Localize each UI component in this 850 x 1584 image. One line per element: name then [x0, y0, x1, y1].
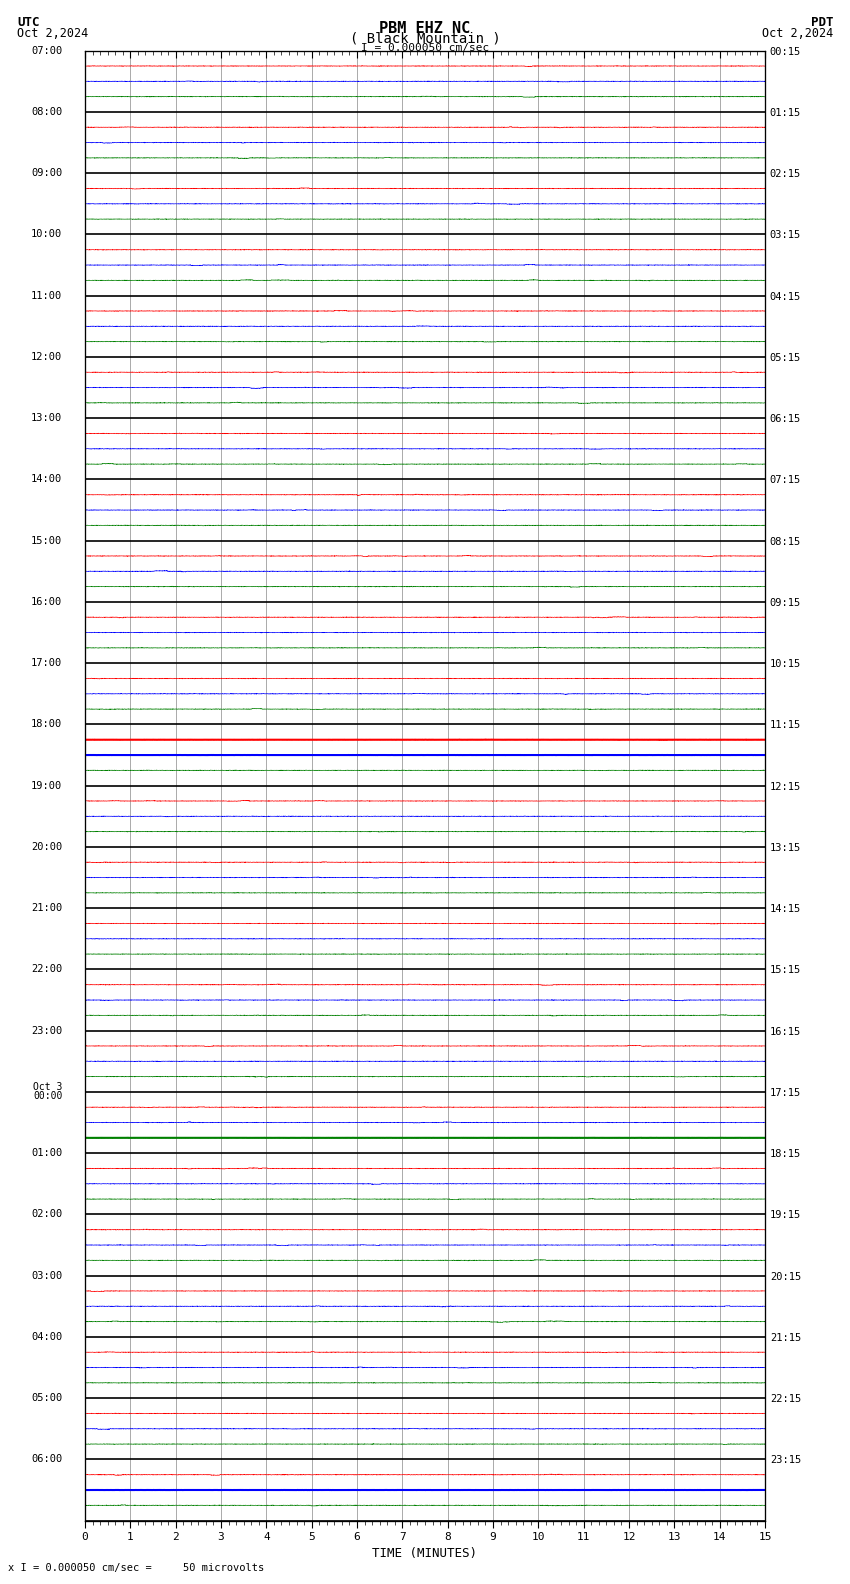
Text: 23:00: 23:00 — [31, 1026, 62, 1036]
Text: 09:00: 09:00 — [31, 168, 62, 177]
X-axis label: TIME (MINUTES): TIME (MINUTES) — [372, 1546, 478, 1560]
Text: 08:00: 08:00 — [31, 108, 62, 117]
Text: 05:00: 05:00 — [31, 1394, 62, 1403]
Text: 21:00: 21:00 — [31, 903, 62, 912]
Text: Oct 3: Oct 3 — [33, 1082, 62, 1093]
Text: 04:00: 04:00 — [31, 1332, 62, 1342]
Text: 19:00: 19:00 — [31, 781, 62, 790]
Text: 14:00: 14:00 — [31, 475, 62, 485]
Text: I = 0.000050 cm/sec: I = 0.000050 cm/sec — [361, 43, 489, 52]
Text: PDT: PDT — [811, 16, 833, 29]
Text: 22:00: 22:00 — [31, 965, 62, 974]
Text: 16:00: 16:00 — [31, 597, 62, 607]
Text: PBM EHZ NC: PBM EHZ NC — [379, 21, 471, 35]
Text: 20:00: 20:00 — [31, 843, 62, 852]
Text: 06:00: 06:00 — [31, 1454, 62, 1464]
Text: 12:00: 12:00 — [31, 352, 62, 361]
Text: 18:00: 18:00 — [31, 719, 62, 729]
Text: 17:00: 17:00 — [31, 659, 62, 668]
Text: UTC: UTC — [17, 16, 39, 29]
Text: Oct 2,2024: Oct 2,2024 — [17, 27, 88, 40]
Text: x I = 0.000050 cm/sec =     50 microvolts: x I = 0.000050 cm/sec = 50 microvolts — [8, 1563, 264, 1573]
Text: 01:00: 01:00 — [31, 1148, 62, 1158]
Text: 03:00: 03:00 — [31, 1270, 62, 1280]
Text: 10:00: 10:00 — [31, 230, 62, 239]
Text: 07:00: 07:00 — [31, 46, 62, 55]
Text: 15:00: 15:00 — [31, 535, 62, 545]
Text: 11:00: 11:00 — [31, 291, 62, 301]
Text: 00:00: 00:00 — [33, 1091, 62, 1101]
Text: 02:00: 02:00 — [31, 1210, 62, 1220]
Text: 13:00: 13:00 — [31, 413, 62, 423]
Text: Oct 2,2024: Oct 2,2024 — [762, 27, 833, 40]
Text: ( Black Mountain ): ( Black Mountain ) — [349, 32, 501, 46]
